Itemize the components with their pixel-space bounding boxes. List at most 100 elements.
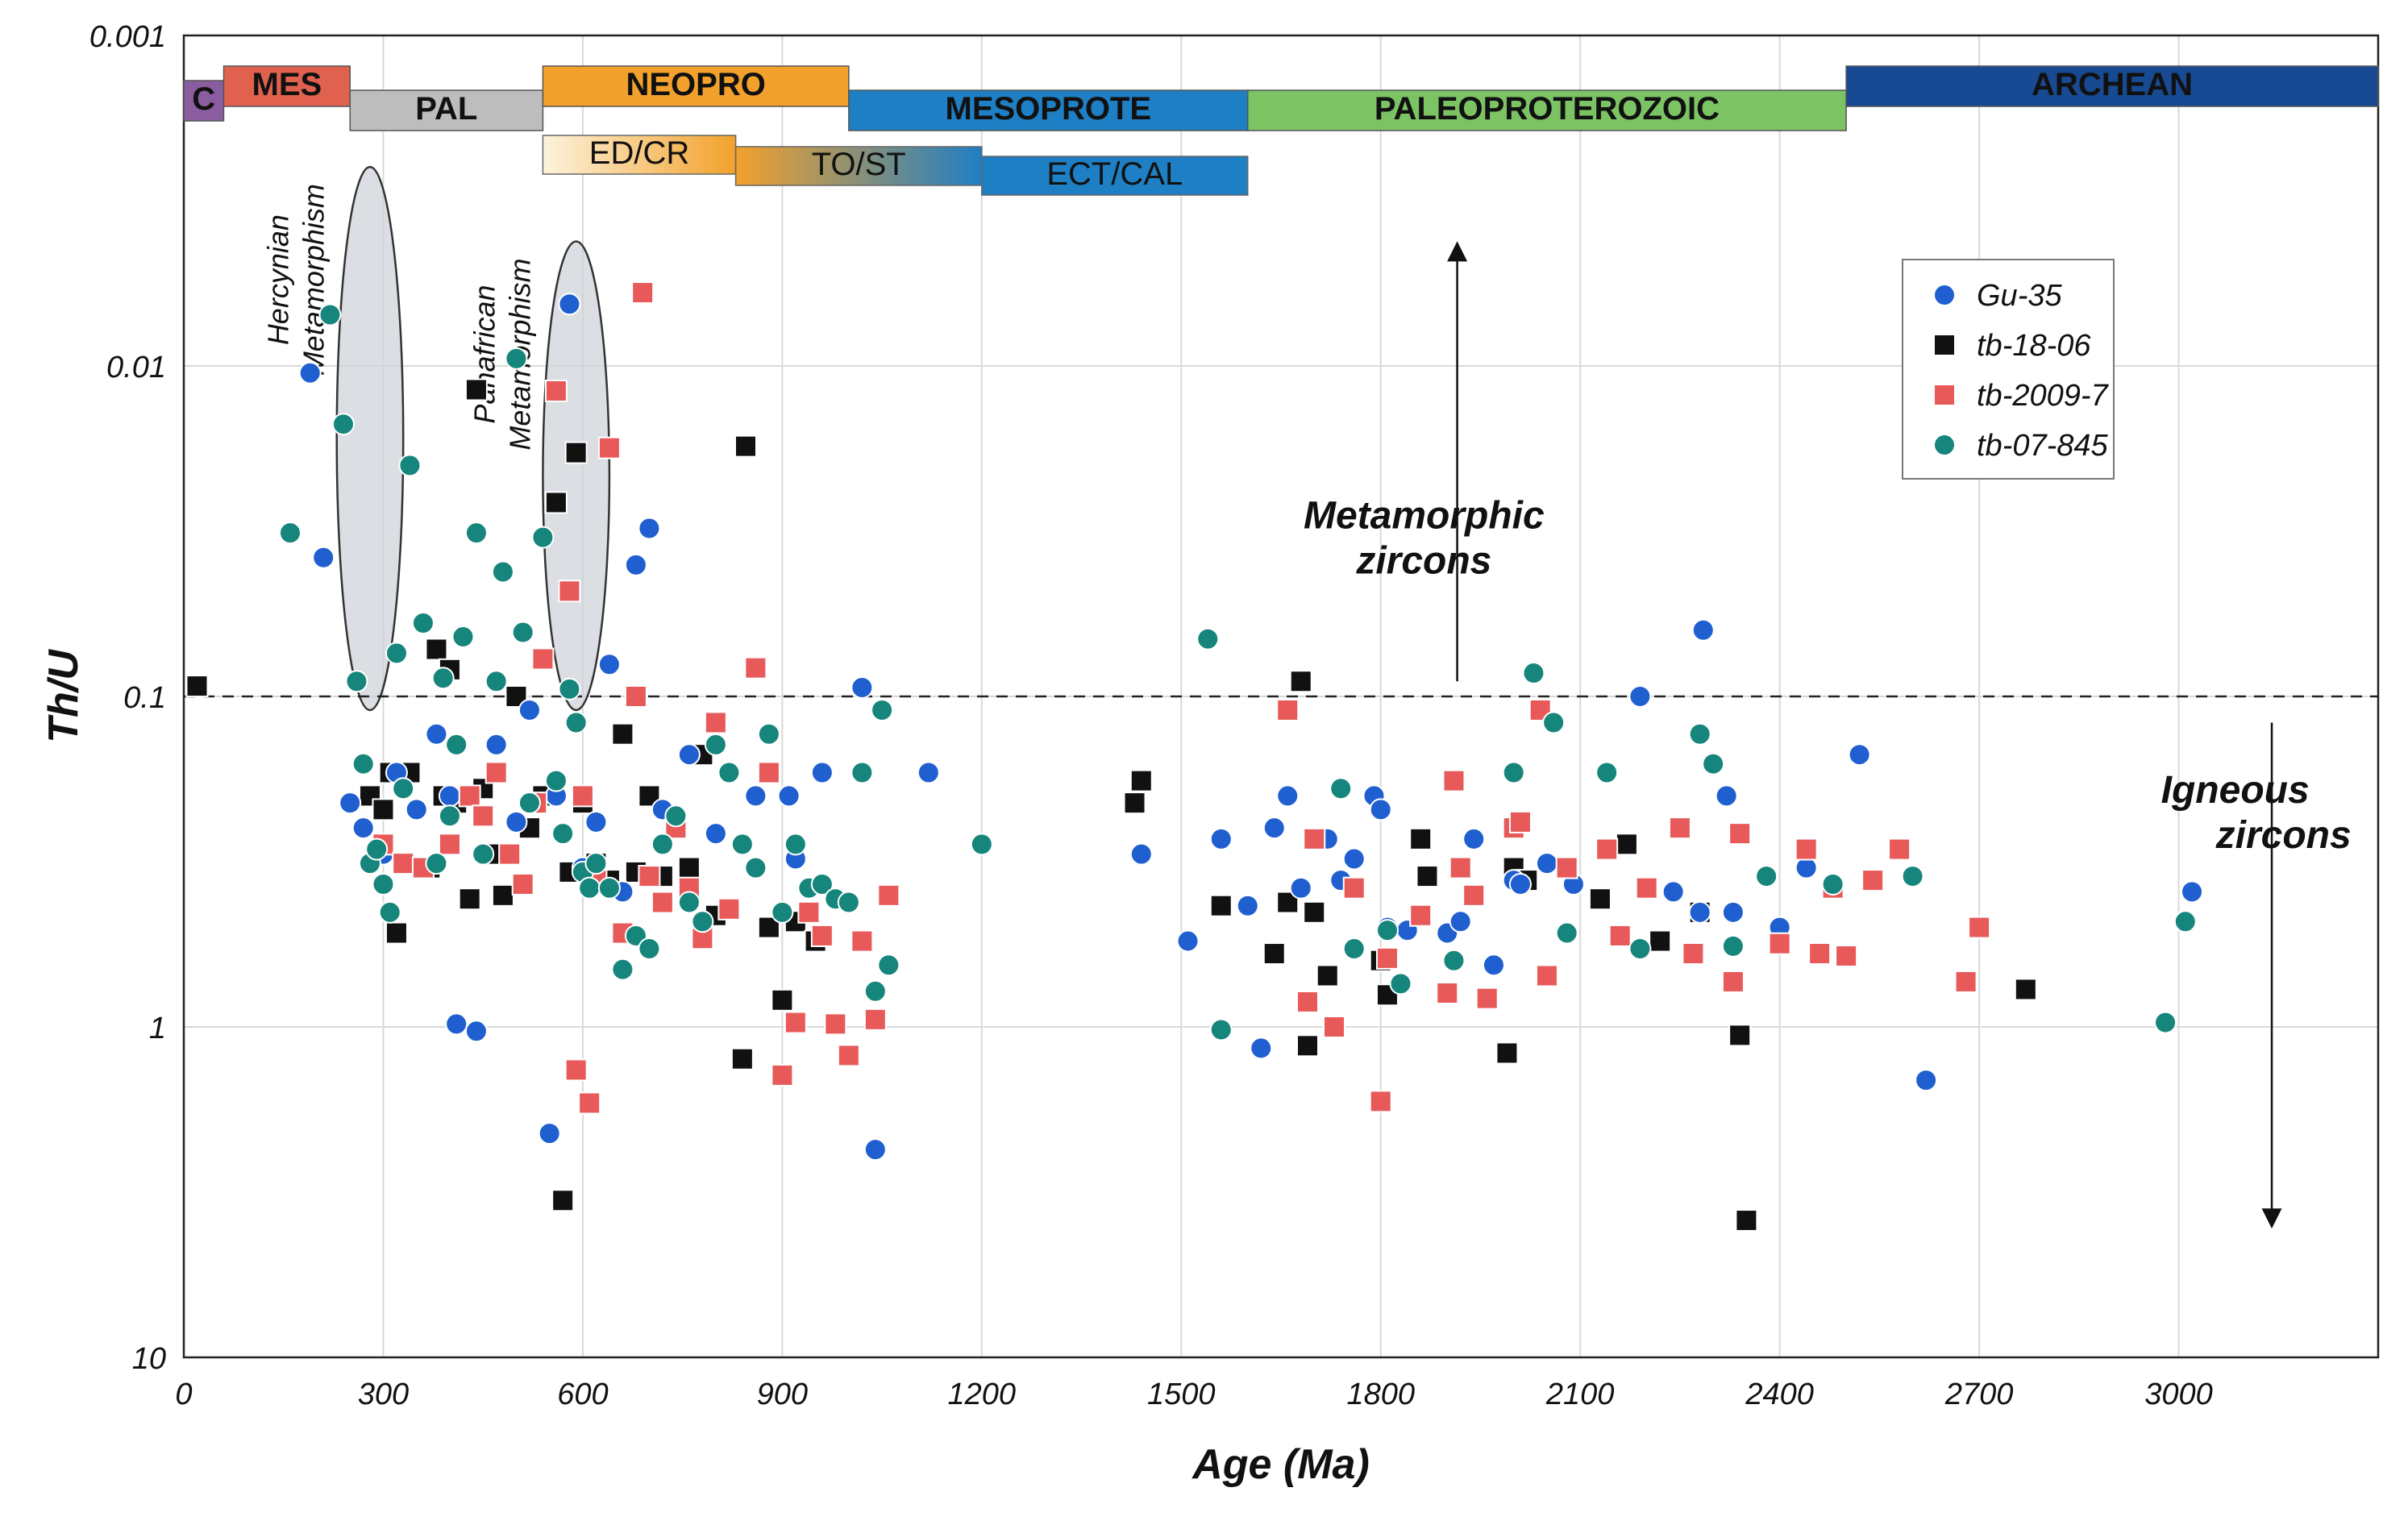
point-tb-2009-7	[1436, 982, 1459, 1005]
point-tb-2009-7	[1721, 970, 1745, 993]
point-tb-2009-7	[1768, 932, 1791, 955]
orogeny-bar	[734, 146, 983, 186]
point-tb-07-845	[1442, 949, 1466, 972]
point-tb-18-06	[1649, 929, 1672, 953]
point-Gu-35	[1250, 1037, 1273, 1060]
point-Gu-35	[1276, 784, 1300, 808]
era-bars: C MES PAL NEOPRO MESOPROTE PALEOPROTEROZOIC AR…	[183, 65, 2379, 196]
point-tb-18-06	[551, 1189, 575, 1212]
x-tick-label: 2400	[1745, 1378, 1814, 1411]
point-tb-07-845	[464, 522, 488, 545]
legend-marker-tb-2009-7	[1935, 385, 1954, 405]
event-label-line1: Panafrican	[468, 285, 501, 423]
era-bar	[223, 65, 351, 107]
point-tb-18-06	[1129, 769, 1153, 792]
x-tick-label: 2100	[1545, 1378, 1615, 1411]
point-tb-07-845	[411, 612, 435, 635]
point-tb-18-06	[544, 491, 568, 514]
point-Gu-35	[638, 517, 661, 540]
point-Gu-35	[1715, 784, 1738, 808]
point-tb-07-845	[485, 670, 508, 693]
point-tb-18-06	[2014, 978, 2037, 1001]
point-tb-07-845	[438, 804, 461, 828]
point-tb-07-845	[451, 625, 475, 649]
point-Gu-35	[1691, 618, 1715, 642]
point-tb-07-845	[837, 891, 860, 914]
point-tb-2009-7	[472, 804, 495, 828]
point-Gu-35	[704, 822, 727, 846]
point-Gu-35	[1289, 876, 1312, 900]
point-Gu-35	[744, 784, 767, 808]
point-tb-18-06	[425, 638, 448, 661]
point-tb-2009-7	[564, 1058, 588, 1082]
point-tb-2009-7	[438, 833, 461, 856]
point-tb-07-845	[704, 733, 727, 756]
point-tb-2009-7	[1555, 856, 1578, 879]
point-Gu-35	[850, 675, 874, 699]
point-Gu-35	[1661, 880, 1685, 904]
point-tb-2009-7	[784, 1011, 807, 1034]
point-tb-2009-7	[1968, 916, 1991, 939]
point-tb-07-845	[558, 677, 581, 700]
point-Gu-35	[1176, 929, 1200, 953]
point-tb-18-06	[638, 784, 661, 808]
point-Gu-35	[445, 1012, 468, 1036]
point-tb-18-06	[677, 856, 701, 879]
point-Gu-35	[597, 653, 621, 676]
y-tick-label: 0.1	[123, 681, 166, 715]
x-tick-label: 2700	[1944, 1378, 2014, 1411]
point-tb-07-845	[1342, 937, 1366, 961]
point-tb-2009-7	[757, 761, 780, 784]
x-tick-label: 0	[175, 1378, 192, 1411]
point-tb-2009-7	[1635, 876, 1658, 900]
point-tb-07-845	[1209, 1018, 1233, 1041]
era-label: MES	[252, 67, 322, 102]
point-tb-2009-7	[1508, 810, 1532, 833]
axes: 0 300 600 900 1200 1500 1800 2100 2400 2700 3000 0.…	[40, 20, 2213, 1488]
point-Gu-35	[624, 553, 647, 576]
point-tb-2009-7	[544, 379, 568, 402]
point-tb-18-06	[1409, 827, 1433, 850]
point-tb-07-845	[757, 722, 780, 746]
legend-label: tb-07-845	[1977, 429, 2109, 463]
annotation-line2: zircons	[1355, 539, 1491, 582]
point-tb-2009-7	[1449, 856, 1472, 879]
point-tb-07-845	[425, 852, 448, 875]
era-bar	[1247, 89, 1847, 131]
point-tb-07-845	[691, 910, 714, 933]
point-Gu-35	[558, 293, 581, 316]
point-tb-2009-7	[704, 711, 727, 734]
point-tb-2009-7	[1462, 883, 1486, 907]
legend-label: tb-2009-7	[1977, 379, 2110, 413]
y-tick-label: 0.001	[89, 20, 166, 54]
metamorphism-ellipse	[335, 165, 405, 712]
point-tb-07-845	[278, 522, 302, 545]
point-Gu-35	[298, 361, 322, 384]
point-tb-2009-7	[511, 872, 534, 896]
annotation-line1: Igneous	[2161, 769, 2310, 812]
point-tb-18-06	[564, 441, 588, 464]
point-tb-07-845	[551, 822, 575, 846]
point-tb-2009-7	[1668, 817, 1691, 840]
point-Gu-35	[1915, 1069, 1938, 1092]
point-Gu-35	[810, 761, 834, 784]
point-tb-2009-7	[638, 865, 661, 888]
point-tb-07-845	[744, 856, 767, 879]
point-tb-07-845	[2173, 910, 2197, 933]
point-tb-2009-7	[1728, 822, 1752, 846]
point-tb-07-845	[784, 833, 807, 856]
point-Gu-35	[1209, 827, 1233, 850]
point-Gu-35	[339, 792, 362, 815]
point-tb-07-845	[505, 347, 528, 370]
point-tb-18-06	[1316, 964, 1339, 987]
y-axis-title-group: Th/U	[40, 649, 87, 743]
point-tb-07-845	[445, 733, 468, 756]
orogeny-label: TO/ST	[812, 147, 906, 182]
point-tb-07-845	[850, 761, 874, 784]
point-tb-2009-7	[1888, 837, 1911, 861]
point-Gu-35	[1342, 847, 1366, 871]
point-tb-2009-7	[651, 891, 674, 914]
point-Gu-35	[1129, 842, 1153, 866]
point-Gu-35	[777, 784, 801, 808]
